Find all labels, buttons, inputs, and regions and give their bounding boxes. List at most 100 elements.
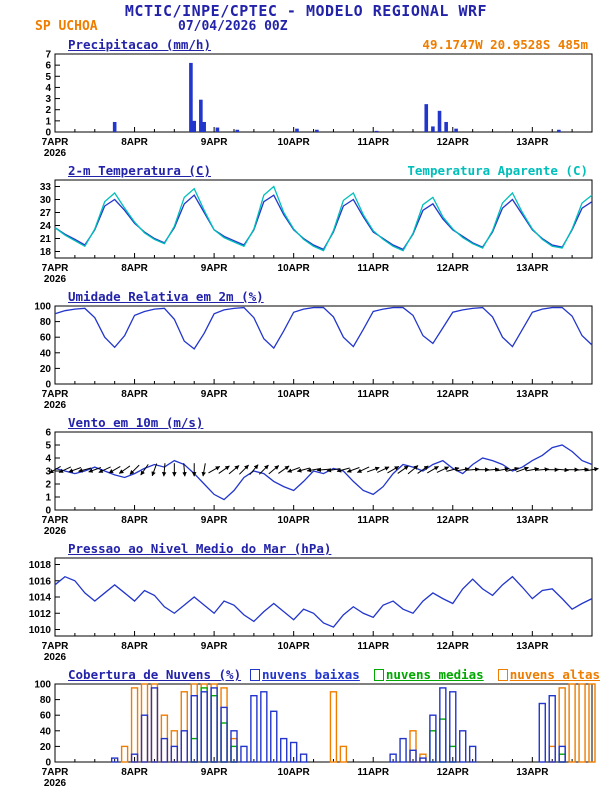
cloud-bar (270, 710, 278, 763)
temperature-ytick-label: 21 (40, 234, 52, 245)
wind-direction-arrow-icon (366, 466, 380, 473)
wind-ytick-label: 6 (45, 428, 51, 439)
cloud-bar (210, 695, 218, 763)
wind-xtick-label: 11APR (357, 515, 389, 526)
humidity-xtick-label: 10APR (278, 389, 311, 400)
clouds-xtick-label: 8APR (121, 767, 148, 778)
humidity-ytick-label: 0 (45, 380, 51, 391)
precipitation-xtick-label: 9APR (201, 137, 228, 148)
pressure-xtick-label: 7APR (42, 641, 69, 652)
wind-series (48, 444, 599, 501)
humidity-ytick-label: 60 (40, 333, 52, 344)
pressure-xtick-label: 13APR (516, 641, 549, 652)
clouds-xtick-label: 12APR (437, 767, 470, 778)
precipitation-title: Precipitacao (mm/h) (68, 37, 211, 52)
panel-humidity: Umidade Relativa em 2m (%) 0 20 40 60 80 100 7… (0, 288, 612, 414)
temperature-xtick-label: 9APR (201, 263, 228, 274)
precip-bar (192, 120, 197, 132)
wind-direction-arrow-icon (516, 466, 529, 473)
precipitation-xtick-label: 13APR (516, 137, 549, 148)
precipitation-ytick-label: 3 (45, 94, 51, 105)
pressure-xtick-label: 10APR (278, 641, 311, 652)
humidity-xtick-label: 12APR (437, 389, 470, 400)
humidity-ytick-label: 20 (40, 364, 52, 375)
cloud-bar (180, 730, 188, 763)
pressure-ytick-label: 1016 (29, 576, 52, 587)
cloud-bar (419, 757, 427, 763)
cloud-bar (220, 722, 228, 763)
panel-temperature: 2-m Temperatura (C) Temperatura Aparente… (0, 162, 612, 288)
pressure-line (54, 575, 593, 628)
cloud-bar (299, 753, 308, 763)
pressure-year-label: 2026 (44, 652, 67, 663)
wind-direction-arrow-icon (407, 465, 419, 475)
wind-xtick-label: 12APR (437, 515, 470, 526)
cloud-bar (180, 691, 188, 763)
temperature-xtick-label: 7APR (42, 263, 69, 274)
wind-xtick-label: 10APR (278, 515, 311, 526)
wind-direction-arrow-icon (356, 466, 370, 473)
high-clouds-label: nuvens altas (509, 667, 600, 682)
wind-direction-arrow-icon (88, 467, 102, 473)
pressure-ytick-label: 1018 (29, 560, 52, 571)
cloud-bar (170, 745, 179, 763)
cloud-bar (260, 691, 268, 763)
temperature-ytick-label: 27 (40, 208, 52, 219)
cloud-bar (240, 745, 248, 763)
cloud-bar (250, 695, 258, 763)
cloud-bar (439, 687, 447, 763)
precipitation-ytick-label: 4 (45, 83, 51, 94)
clouds-ytick-label: 0 (45, 758, 51, 769)
precip-bar (199, 99, 203, 132)
temperature-ytick-label: 30 (40, 195, 52, 206)
humidity-series (54, 306, 593, 350)
precipitation-ytick-label: 6 (45, 61, 51, 72)
pressure-xtick-label: 12APR (437, 641, 470, 652)
precipitation-ytick-label: 1 (45, 116, 51, 127)
precipitation-ytick-label: 0 (45, 128, 51, 139)
low-clouds-label: nuvens baixas (262, 667, 360, 682)
wind-direction-arrow-icon (278, 465, 290, 474)
cloud-bar (289, 741, 298, 763)
wind-xtick-label: 8APR (121, 515, 148, 526)
wind-direction-arrow-icon (108, 466, 121, 474)
humidity-line (54, 306, 593, 350)
clouds-ytick-label: 20 (40, 742, 52, 753)
wind-direction-arrow-icon (48, 466, 61, 474)
cloud-bar (220, 687, 228, 763)
wind-direction-arrow-icon (446, 466, 460, 472)
cloud-bar (439, 718, 447, 763)
temperature-xtick-label: 8APR (121, 263, 148, 274)
cloud-bar (578, 683, 586, 763)
precipitation-xtick-label: 7APR (42, 137, 69, 148)
clouds-year-label: 2026 (44, 778, 67, 789)
wind-xtick-label: 7APR (42, 515, 69, 526)
humidity-year-label: 2026 (44, 400, 67, 411)
humidity-xtick-label: 7APR (42, 389, 69, 400)
precip-bar (431, 126, 435, 132)
apparent-temperature-label: Temperatura Aparente (C) (407, 163, 588, 178)
temperature-xtick-label: 13APR (516, 263, 549, 274)
temperature-xtick-label: 12APR (437, 263, 470, 274)
temperature-ytick-label: 33 (40, 182, 52, 193)
wind-direction-arrow-icon (496, 467, 510, 472)
wind-year-label: 2026 (44, 526, 67, 537)
clouds-legend: nuvens baixas nuvens medias nuvens altas (250, 667, 600, 682)
wind-direction-arrow-icon (129, 464, 140, 475)
wind-direction-arrow-icon (456, 467, 470, 472)
clouds-xtick-label: 13APR (516, 767, 549, 778)
mid-clouds-label: nuvens medias (385, 667, 484, 682)
wind-direction-arrow-icon (387, 466, 400, 474)
cloud-bar (130, 687, 139, 763)
precip-bar (189, 62, 193, 132)
cloud-bar (568, 683, 576, 763)
clouds-series (110, 683, 596, 763)
cloud-bar (329, 691, 338, 763)
cloud-bar (588, 683, 596, 763)
cloud-bar (120, 745, 129, 763)
